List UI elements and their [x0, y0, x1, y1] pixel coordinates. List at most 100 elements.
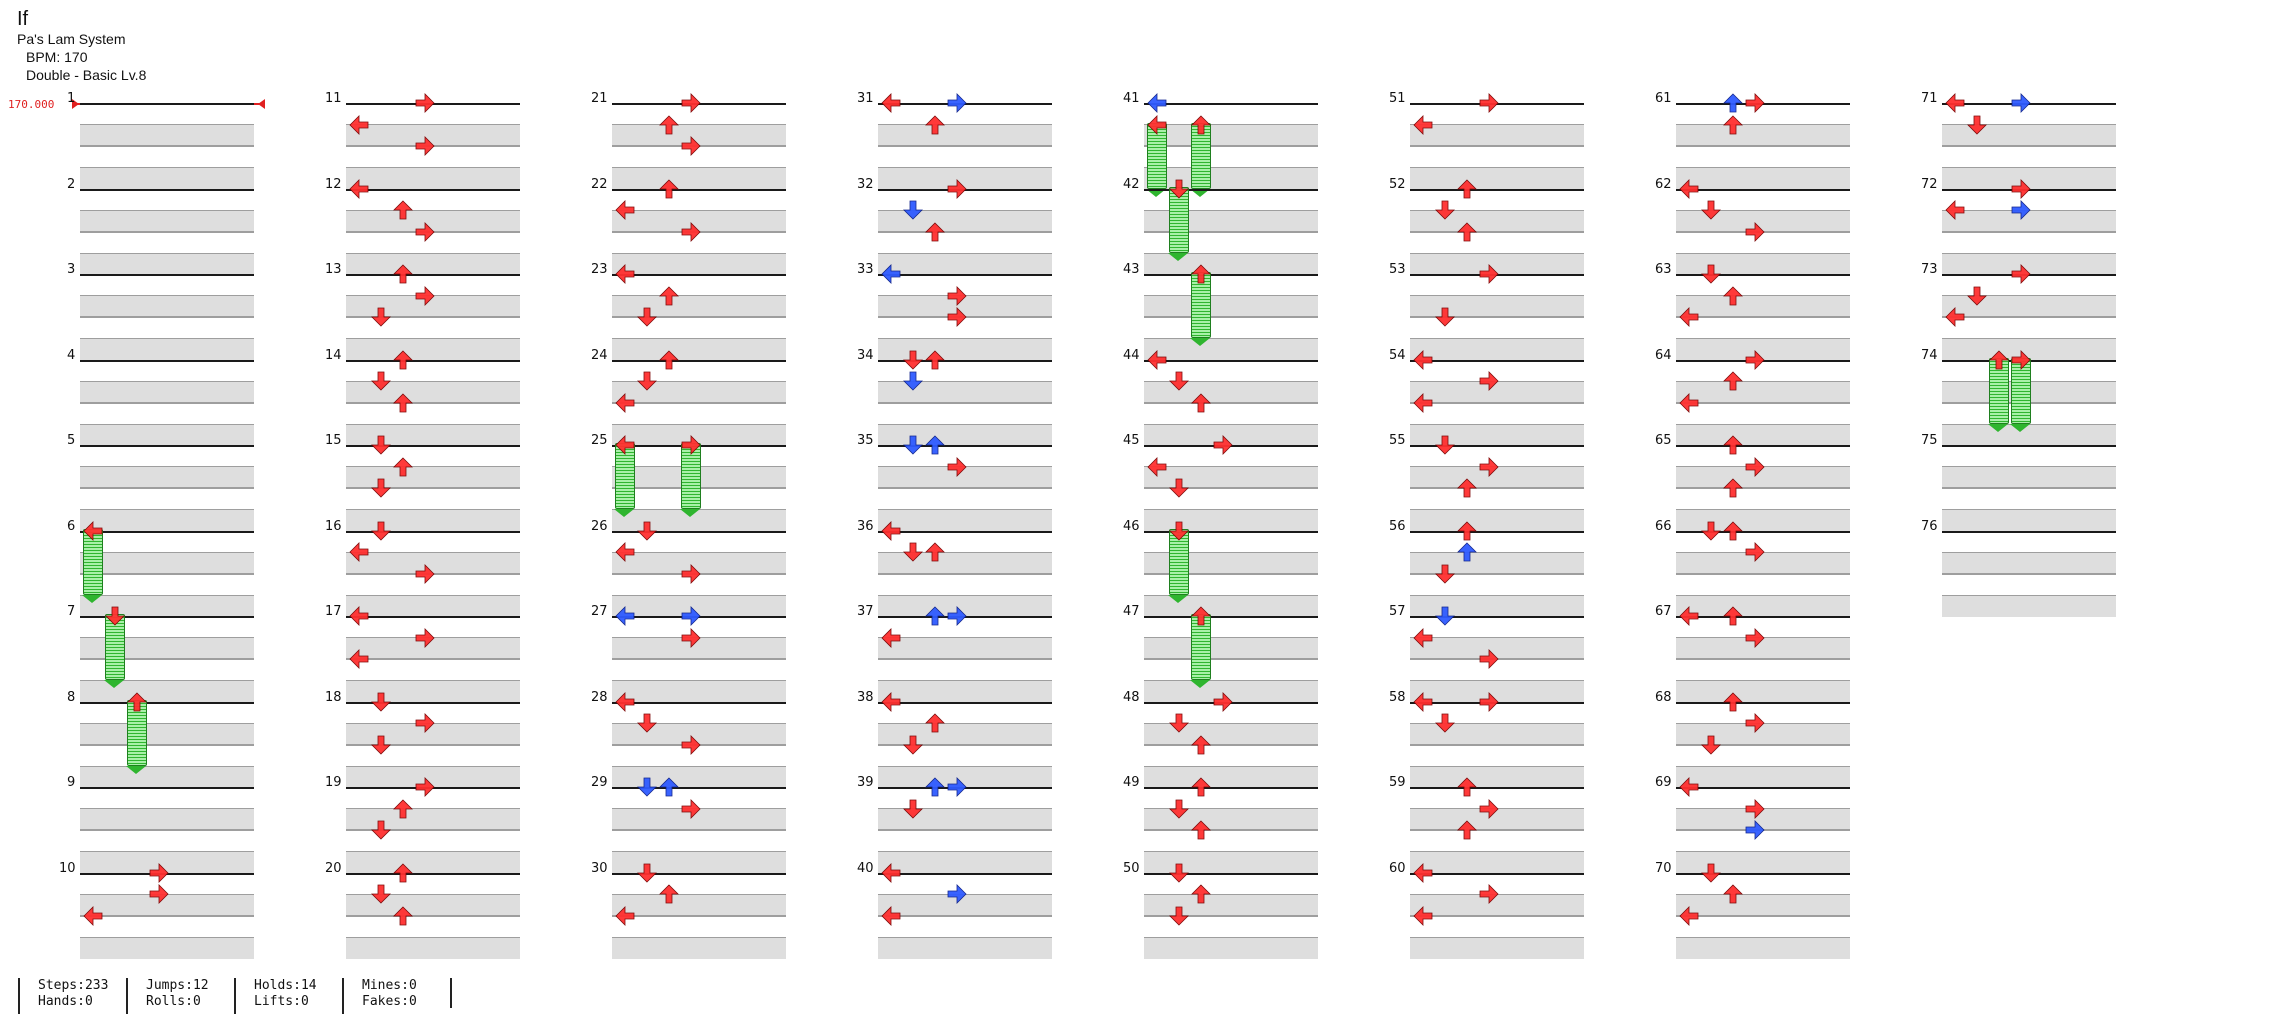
beat-line: [1144, 851, 1318, 852]
beat-line: [878, 145, 1052, 146]
beat-line: [80, 146, 254, 147]
arrow-down-icon: [636, 776, 658, 798]
measure-number: 60: [1389, 860, 1406, 876]
beat-line: [1144, 209, 1318, 211]
arrow-up-icon: [924, 434, 946, 456]
measure-36: [878, 530, 1052, 617]
beat-line: [1942, 573, 2116, 575]
beat-line: [612, 765, 786, 767]
arrow-right-icon: [1478, 370, 1500, 392]
arrow-left-icon: [614, 392, 636, 414]
beat-line: [878, 573, 1052, 575]
beat-band: [1676, 338, 1850, 360]
beat-line: [612, 551, 786, 553]
measure-line: [80, 359, 254, 362]
beat-band: [1144, 295, 1318, 317]
hold-note-tail: [1168, 594, 1188, 603]
measure-line: [1144, 616, 1318, 618]
measure-number: 14: [325, 347, 342, 363]
beat-line: [1942, 594, 2116, 596]
beat-line: [1676, 765, 1850, 767]
beat-line: [1144, 252, 1318, 254]
measure-26: [612, 530, 786, 617]
beat-band: [346, 466, 520, 488]
beat-line: [1410, 209, 1584, 211]
measure-line: [878, 274, 1052, 276]
beat-line: [80, 230, 254, 232]
beat-line: [80, 765, 254, 767]
measure-number: 15: [325, 433, 342, 448]
beat-band: [1144, 765, 1318, 788]
beat-band: [1410, 124, 1584, 146]
beat-line: [1144, 146, 1318, 147]
beat-line: [1676, 167, 1850, 168]
measure-number: 58: [1389, 689, 1406, 705]
measure-number: 13: [325, 262, 342, 277]
beat-line: [1676, 914, 1850, 916]
beat-line: [1942, 124, 2116, 125]
arrow-right-icon: [414, 712, 436, 734]
beat-line: [80, 659, 254, 660]
arrow-right-icon: [1478, 798, 1500, 820]
beat-band: [1410, 680, 1584, 702]
beat-line: [1410, 488, 1584, 489]
arrow-down-icon: [1168, 477, 1190, 499]
arrow-down-icon: [1168, 862, 1190, 884]
beat-line: [878, 509, 1052, 510]
beat-line: [346, 829, 520, 830]
measure-number: 47: [1123, 604, 1140, 619]
beat-band: [1410, 167, 1584, 189]
arrow-up-icon: [658, 178, 680, 200]
measure-line: [1144, 787, 1318, 789]
measure-68: [1676, 701, 1850, 788]
measure-35: [878, 445, 1052, 531]
arrow-up-icon: [658, 883, 680, 905]
beat-line: [1144, 744, 1318, 746]
arrow-left-icon: [1412, 627, 1434, 649]
measure-number: 22: [591, 176, 608, 192]
beat-line: [1676, 295, 1850, 296]
measure-number: 48: [1123, 689, 1140, 705]
arrow-up-icon: [658, 776, 680, 798]
measure-line: [80, 274, 254, 276]
beat-band: [878, 594, 1052, 617]
beat-band: [1942, 423, 2116, 446]
arrow-down-icon: [902, 199, 924, 221]
beat-line: [1942, 145, 2116, 146]
arrow-up-icon: [924, 221, 946, 243]
measure-line: [80, 188, 254, 191]
beat-band: [878, 423, 1052, 446]
beat-band: [1676, 680, 1850, 702]
measure-number: 74: [1921, 347, 1938, 363]
beat-line: [1410, 338, 1584, 339]
arrow-down-icon: [902, 541, 924, 563]
measure-70: [1676, 872, 1850, 959]
hold-note-tail: [614, 509, 634, 517]
arrow-down-icon: [1434, 563, 1456, 585]
measure-number: 4: [67, 347, 76, 363]
beat-band: [80, 209, 254, 232]
beat-line: [612, 209, 786, 211]
measure-number: 53: [1389, 262, 1406, 277]
beat-line: [346, 338, 520, 339]
measure-line: [1144, 359, 1318, 362]
measure-59: [1410, 787, 1584, 873]
beat-line: [878, 744, 1052, 746]
beat-band: [80, 722, 254, 745]
arrow-down-icon: [902, 434, 924, 456]
beat-band: [1144, 893, 1318, 916]
beat-line: [878, 230, 1052, 232]
beat-band: [878, 167, 1052, 189]
arrow-up-icon: [1190, 114, 1212, 136]
beat-band: [1676, 808, 1850, 830]
measure-number: 69: [1655, 775, 1672, 790]
measure-number: 20: [325, 860, 342, 876]
arrow-down-icon: [1434, 712, 1456, 734]
arrow-up-icon: [658, 349, 680, 371]
beat-band: [80, 765, 254, 788]
measure-65: [1676, 445, 1850, 531]
arrow-up-icon: [658, 285, 680, 307]
beat-line: [1942, 230, 2116, 232]
measure-number: 37: [857, 604, 874, 619]
arrow-right-icon: [414, 563, 436, 585]
